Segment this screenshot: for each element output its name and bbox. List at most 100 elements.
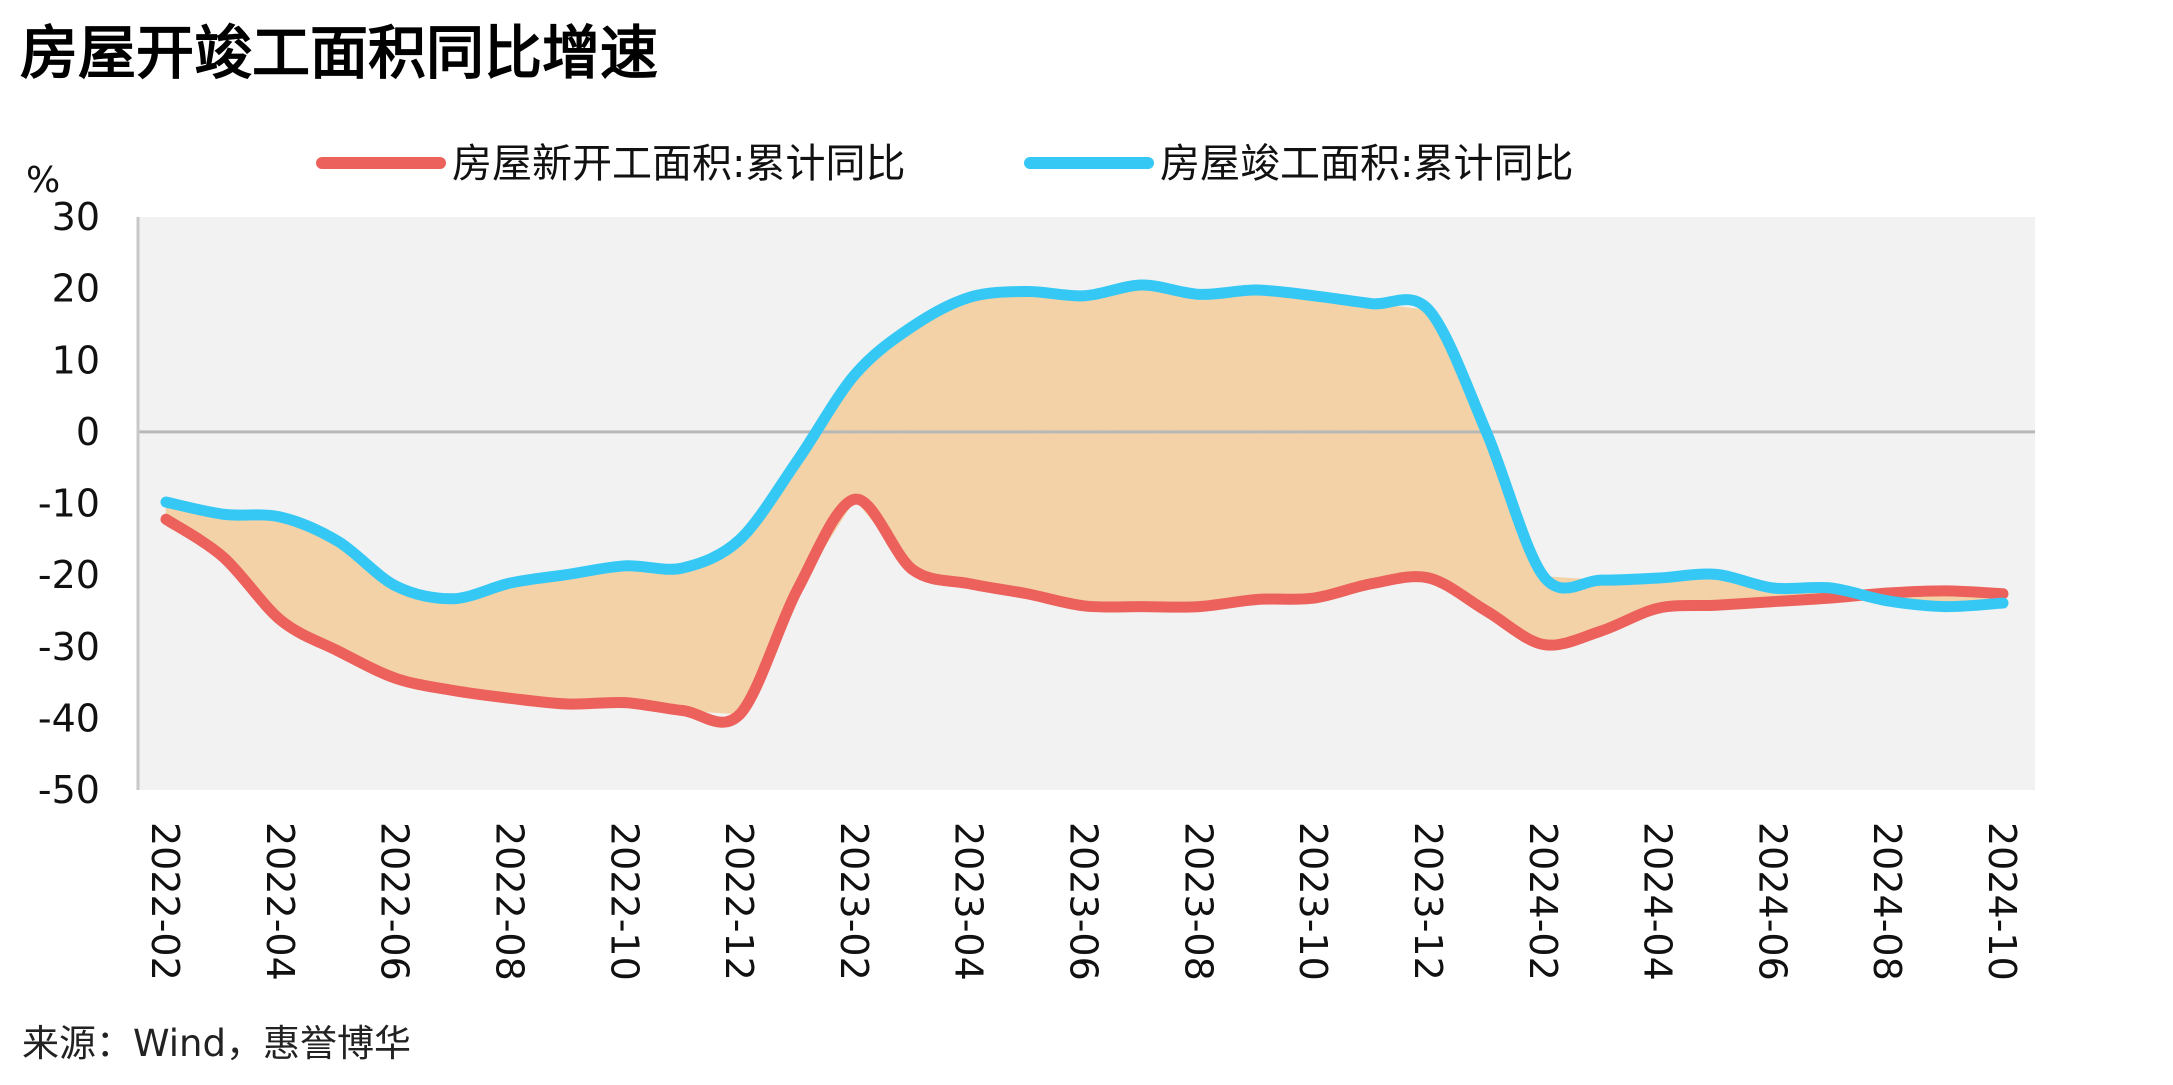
fill-strip bbox=[897, 333, 904, 559]
fill-strip bbox=[1132, 285, 1138, 607]
fill-strip bbox=[366, 563, 373, 668]
y-axis-ticks: 30 20 10 0 -10 -20 -30 -40 -50 bbox=[38, 195, 100, 812]
fill-strip bbox=[1069, 294, 1076, 605]
fill-strip bbox=[1251, 289, 1258, 601]
fill-strip bbox=[940, 308, 947, 579]
fill-strip bbox=[476, 590, 483, 695]
fill-strip bbox=[337, 540, 344, 654]
fill-strip bbox=[486, 587, 492, 697]
fill-strip bbox=[610, 566, 616, 704]
fill-strip bbox=[591, 569, 597, 704]
fill-strip bbox=[921, 318, 927, 574]
fill-strip bbox=[845, 380, 851, 516]
fill-strip bbox=[1122, 287, 1128, 607]
fill-strip bbox=[1045, 292, 1052, 600]
fill-strip bbox=[653, 566, 660, 708]
fill-strip bbox=[1055, 293, 1061, 602]
fill-strip bbox=[1031, 291, 1037, 597]
chart-title: 房屋开竣工面积同比增速 bbox=[20, 19, 658, 87]
fill-strip bbox=[1246, 290, 1253, 602]
fill-strip bbox=[754, 512, 760, 684]
y-tick-label: -20 bbox=[38, 553, 100, 597]
y-tick-label: -50 bbox=[38, 768, 100, 812]
fill-strip bbox=[983, 294, 990, 588]
fill-strip bbox=[1395, 306, 1401, 582]
fill-strip bbox=[964, 296, 970, 585]
fill-strip bbox=[911, 323, 918, 571]
fill-strip bbox=[644, 566, 650, 707]
fill-strip bbox=[385, 577, 392, 677]
fill-strip bbox=[457, 595, 463, 693]
fill-strip bbox=[878, 349, 884, 536]
series-line-completions bbox=[160, 279, 2009, 613]
fill-strip bbox=[510, 581, 516, 700]
fill-strip bbox=[725, 543, 731, 714]
fill-strip bbox=[1146, 285, 1152, 607]
fill-strip bbox=[1189, 292, 1195, 607]
fill-strip bbox=[696, 557, 703, 713]
fill-strip bbox=[1356, 301, 1363, 588]
fill-strip bbox=[1399, 306, 1406, 582]
fill-strip bbox=[1036, 291, 1042, 598]
fill-strip bbox=[907, 325, 913, 571]
fill-strip bbox=[1002, 293, 1009, 591]
x-tick-label: 2022-12 bbox=[717, 822, 761, 981]
fill-strip bbox=[467, 593, 473, 694]
fill-strip bbox=[1466, 391, 1473, 604]
fill-strip bbox=[959, 299, 966, 583]
fill-strip bbox=[1232, 291, 1238, 603]
fill-strip bbox=[514, 581, 521, 700]
fill-strip bbox=[778, 479, 784, 632]
x-tick-label: 2022-02 bbox=[143, 822, 187, 981]
x-tick-label: 2024-06 bbox=[1750, 822, 1794, 981]
fill-strip bbox=[620, 565, 626, 704]
fill-strip bbox=[1112, 289, 1119, 607]
fill-strip bbox=[706, 553, 712, 713]
fill-strip bbox=[1155, 287, 1162, 607]
fill-strip bbox=[1285, 292, 1291, 600]
fill-strip bbox=[553, 575, 559, 704]
fill-strip bbox=[711, 550, 717, 713]
fill-strip bbox=[1222, 291, 1229, 604]
fill-strip bbox=[935, 311, 942, 577]
fill-strip bbox=[419, 590, 425, 685]
fill-strip bbox=[562, 574, 569, 705]
fill-strip bbox=[682, 565, 688, 712]
fill-strip bbox=[433, 594, 439, 688]
fill-strip bbox=[1184, 291, 1191, 607]
legend-label: 房屋竣工面积:累计同比 bbox=[1160, 141, 1573, 187]
fill-strip bbox=[969, 296, 975, 585]
x-tick-label: 2022-06 bbox=[373, 822, 417, 981]
fill-strip bbox=[1332, 298, 1339, 594]
fill-strip bbox=[849, 373, 856, 508]
fill-strip bbox=[749, 518, 755, 694]
y-axis-unit: % bbox=[26, 160, 60, 201]
fill-strip bbox=[1352, 300, 1358, 589]
x-tick-label: 2023-06 bbox=[1062, 822, 1106, 981]
fill-strip bbox=[280, 516, 286, 624]
fill-strip bbox=[955, 301, 961, 582]
fill-strip bbox=[634, 565, 640, 705]
fill-strip bbox=[1380, 304, 1387, 584]
x-tick-label: 2022-08 bbox=[487, 822, 531, 981]
fill-strip bbox=[1342, 299, 1348, 592]
fill-strip bbox=[1179, 290, 1186, 607]
fill-strip bbox=[744, 525, 750, 704]
fill-strip bbox=[1012, 292, 1018, 593]
y-tick-label: -30 bbox=[38, 625, 100, 669]
fill-strip bbox=[275, 516, 282, 622]
fill-strip bbox=[883, 345, 889, 541]
fill-strip bbox=[1136, 284, 1143, 607]
fill-strip bbox=[945, 306, 951, 580]
fill-strip bbox=[270, 516, 277, 616]
legend-label: 房屋新开工面积:累计同比 bbox=[452, 141, 905, 187]
fill-strip bbox=[557, 574, 564, 704]
fill-strip bbox=[926, 316, 932, 575]
fill-strip bbox=[1060, 293, 1066, 603]
fill-strip bbox=[1103, 290, 1109, 607]
x-tick-label: 2022-04 bbox=[258, 822, 302, 981]
fill-strip bbox=[691, 560, 698, 712]
y-tick-label: -40 bbox=[38, 696, 100, 740]
fill-strip bbox=[1079, 295, 1085, 607]
fill-strip bbox=[538, 577, 545, 702]
